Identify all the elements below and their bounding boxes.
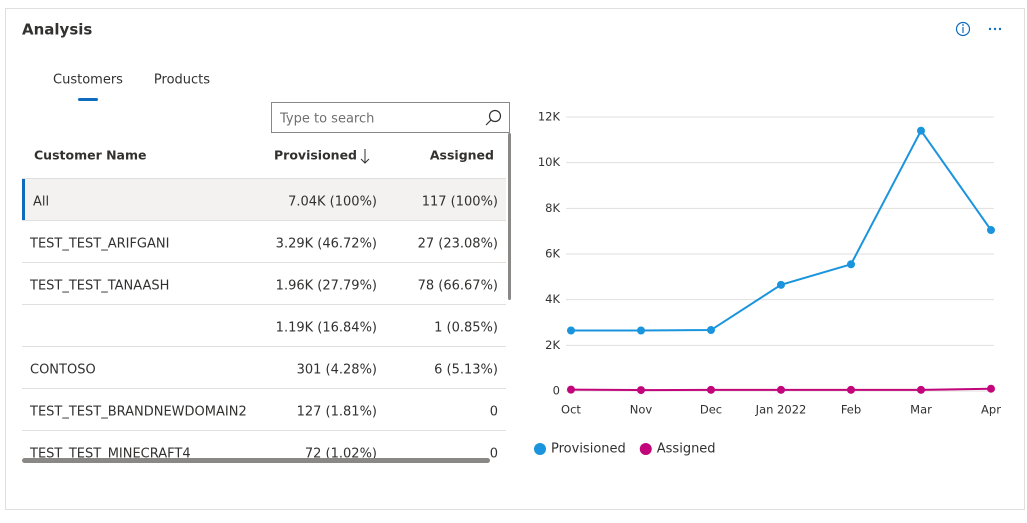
table-body: All 7.04K (100%) 117 (100%) TEST_TEST_ARIFG… <box>22 178 506 462</box>
cell: 6 (5.13%) <box>434 363 498 378</box>
cell: 0 <box>490 447 498 462</box>
y-tick-label: 8K <box>545 201 560 215</box>
y-tick-label: 0 <box>553 384 560 398</box>
x-tick-label: Feb <box>841 403 861 417</box>
h-scrollbar[interactable] <box>22 458 490 463</box>
y-tick-label: 4K <box>545 292 560 306</box>
column-header[interactable]: Assigned <box>430 148 494 163</box>
sort-arrow <box>360 149 370 164</box>
data-point <box>987 384 995 393</box>
legend-marker <box>639 443 652 455</box>
cell: 127 (1.81%) <box>297 405 377 420</box>
cell: 0 <box>490 405 498 420</box>
card-title: Analysis <box>22 21 92 39</box>
data-point <box>707 385 715 394</box>
data-point <box>637 386 645 395</box>
chart: 0 2K 4K 6K 8K 10K 12K Oct Nov Dec Jan 2022 Feb Mar Ap… <box>534 110 1001 457</box>
tab-underline <box>78 98 98 101</box>
selected-row <box>22 179 506 221</box>
more-icon[interactable] <box>988 27 1002 31</box>
data-point <box>777 280 785 289</box>
data-point <box>847 385 855 394</box>
data-point <box>917 126 925 135</box>
legend-label: Provisioned <box>551 442 626 457</box>
y-tick-label: 10K <box>538 155 561 169</box>
data-point <box>567 326 575 335</box>
v-scrollbar[interactable] <box>508 133 511 300</box>
cell: 1.96K (27.79%) <box>276 279 377 294</box>
column-header[interactable]: Provisioned <box>274 148 357 163</box>
cell: TEST_TEST_ARIFGANI <box>29 237 169 252</box>
selected-marker <box>22 179 25 221</box>
search-icon <box>485 109 502 126</box>
y-tick-label: 6K <box>545 247 560 261</box>
cell: 3.29K (46.72%) <box>276 237 377 252</box>
search-placeholder: Type to search <box>279 112 374 127</box>
tab[interactable]: Customers <box>53 73 123 88</box>
cell: TEST_TEST_TANAASH <box>29 279 169 294</box>
cell: TEST_TEST_BRANDNEWDOMAIN2 <box>29 405 247 420</box>
data-point <box>777 385 785 394</box>
y-tick-label: 2K <box>545 338 560 352</box>
tab[interactable]: Products <box>154 73 210 88</box>
x-tick-label: Apr <box>981 403 1001 417</box>
data-point <box>637 326 645 335</box>
data-point <box>987 226 995 235</box>
data-point <box>847 260 855 269</box>
cell: 1.19K (16.84%) <box>276 321 377 336</box>
cell: CONTOSO <box>30 363 96 378</box>
cell: 27 (23.08%) <box>418 237 498 252</box>
cell: 117 (100%) <box>422 195 498 210</box>
x-tick-label: Oct <box>561 403 581 417</box>
data-point <box>567 385 575 394</box>
data-point <box>917 385 925 394</box>
y-tick-label: 12K <box>538 110 561 124</box>
data-point <box>707 326 715 335</box>
cell: 78 (66.67%) <box>418 279 498 294</box>
column-header[interactable]: Customer Name <box>34 148 147 163</box>
x-tick-label: Jan 2022 <box>755 403 807 417</box>
info-icon[interactable] <box>955 21 971 37</box>
x-tick-label: Dec <box>700 403 722 417</box>
cell: All <box>33 195 49 210</box>
legend-marker <box>534 443 546 455</box>
x-tick-label: Nov <box>630 403 653 417</box>
cell: 301 (4.28%) <box>297 363 377 378</box>
cell: 7.04K (100%) <box>288 195 377 210</box>
x-tick-label: Mar <box>910 403 932 417</box>
legend-label: Assigned <box>657 442 716 457</box>
cell: TEST_TEST_MINECRAFT4 <box>29 447 191 462</box>
cell: 72 (1.02%) <box>305 447 377 462</box>
cell: 1 (0.85%) <box>434 321 498 336</box>
search-box[interactable] <box>271 102 510 133</box>
